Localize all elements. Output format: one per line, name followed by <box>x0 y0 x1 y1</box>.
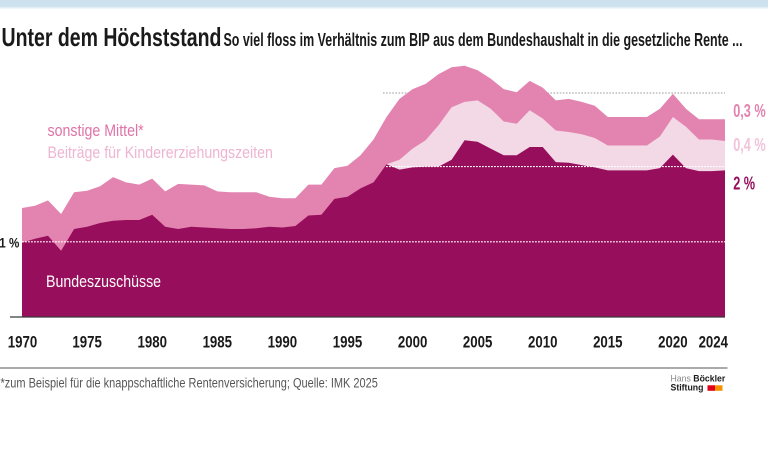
svg-text:2 %: 2 % <box>733 174 755 194</box>
svg-text:1970: 1970 <box>8 333 37 352</box>
svg-text:0,4 %: 0,4 % <box>733 136 766 156</box>
svg-text:1980: 1980 <box>137 333 166 352</box>
svg-text:Unter dem Höchststand: Unter dem Höchststand <box>2 22 222 51</box>
svg-text:Bundeszuschüsse: Bundeszuschüsse <box>46 273 161 291</box>
svg-text:2020: 2020 <box>658 333 687 352</box>
svg-text:1975: 1975 <box>72 333 102 352</box>
svg-text:0,3 %: 0,3 % <box>733 102 766 122</box>
svg-text:Beiträge für Kindererziehungsz: Beiträge für Kindererziehungszeiten <box>48 144 273 162</box>
svg-text:*zum Beispiel für die knappsch: *zum Beispiel für die knappschaftliche R… <box>1 375 379 390</box>
svg-text:2024: 2024 <box>699 333 729 352</box>
svg-text:2005: 2005 <box>463 333 493 352</box>
svg-text:Stiftung: Stiftung <box>671 382 704 392</box>
svg-text:1990: 1990 <box>268 333 297 352</box>
svg-text:1 %: 1 % <box>0 234 20 250</box>
svg-text:2010: 2010 <box>528 333 557 352</box>
svg-text:sonstige Mittel*: sonstige Mittel* <box>48 122 144 140</box>
svg-text:1985: 1985 <box>203 333 233 352</box>
svg-text:So viel floss im Verhältnis zu: So viel floss im Verhältnis zum BIP aus … <box>224 31 743 51</box>
svg-text:2000: 2000 <box>398 333 427 352</box>
svg-text:Hans Böckler: Hans Böckler <box>671 374 726 384</box>
svg-text:1995: 1995 <box>333 333 363 352</box>
svg-text:2015: 2015 <box>593 333 623 352</box>
